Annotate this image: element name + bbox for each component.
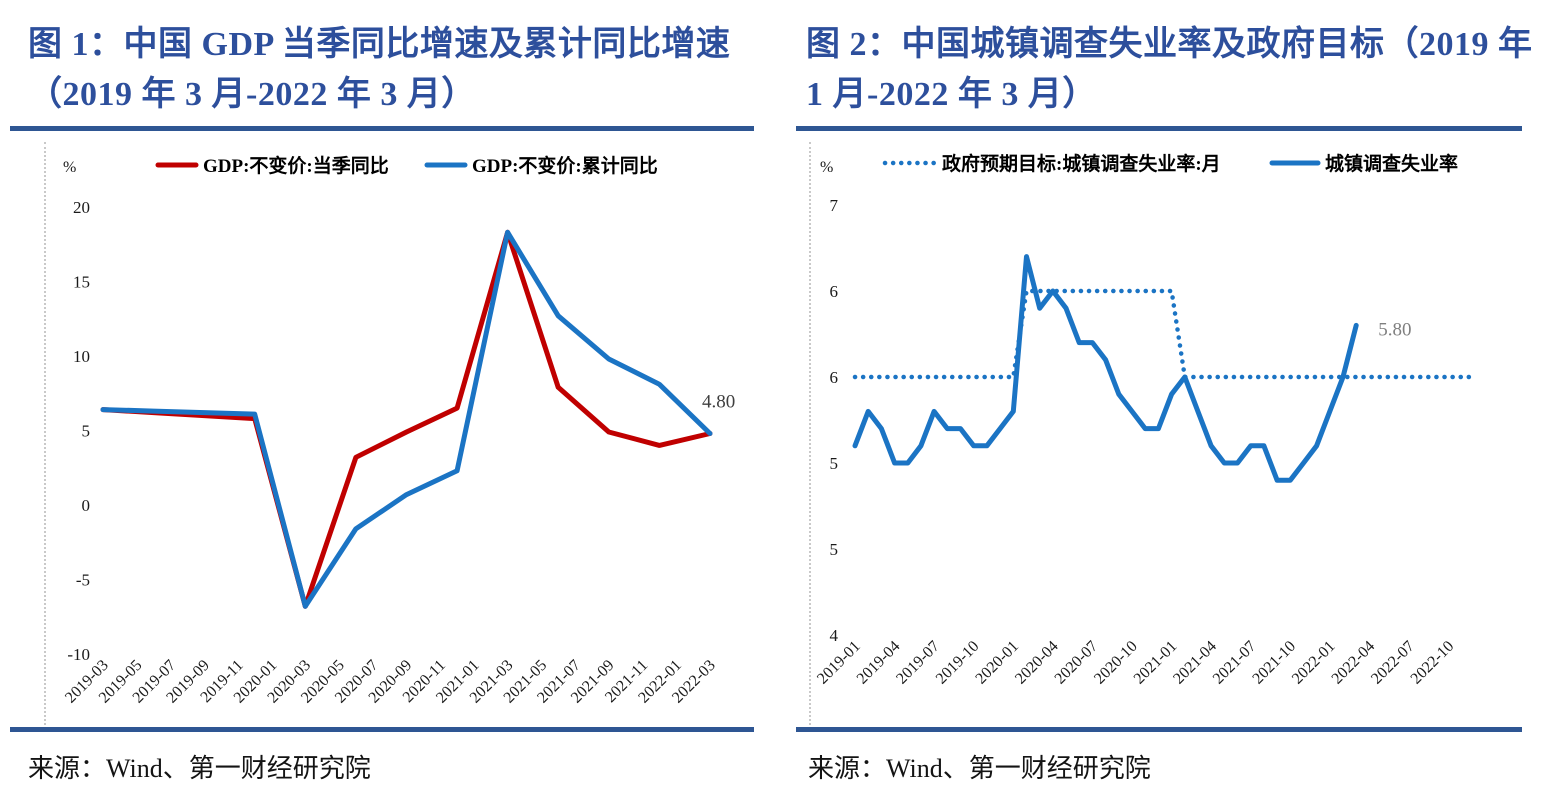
x-tick-label: 2019-07 <box>893 638 943 688</box>
y-tick-label: 0 <box>82 496 91 515</box>
series-line-solid <box>100 229 713 609</box>
title-rule-left <box>10 126 754 131</box>
legend-label: GDP:不变价:累计同比 <box>472 154 658 177</box>
series-line-solid <box>100 229 713 609</box>
chart1-left-dotted-border <box>44 142 46 725</box>
x-tick-label: 2019-04 <box>854 638 904 688</box>
x-tick-label: 2022-04 <box>1328 638 1378 688</box>
series-line-dotted <box>852 288 1478 380</box>
source-rule-right <box>796 727 1522 732</box>
y-tick-label: 4 <box>830 626 839 645</box>
figure1-title-line2: （2019 年 3 月-2022 年 3 月） <box>28 76 476 113</box>
source-rule-left <box>10 727 754 732</box>
legend-label: 政府预期目标:城镇调查失业率:月 <box>942 152 1221 175</box>
y-axis-unit-label: % <box>63 159 76 176</box>
legend-label: 城镇调查失业率 <box>1325 152 1458 175</box>
x-tick-label: 2020-01 <box>972 638 1022 688</box>
y-tick-label: 7 <box>830 196 839 215</box>
x-tick-label: 2019-01 <box>814 638 864 688</box>
figure1-source: 来源：Wind、第一财经研究院 <box>28 754 371 783</box>
y-tick-label: 5 <box>830 454 839 473</box>
y-tick-label: 5 <box>82 422 91 441</box>
x-tick-label: 2021-04 <box>1170 638 1220 688</box>
figure1-title-line1: 图 1：中国 GDP 当季同比增速及累计同比增速 <box>28 26 731 63</box>
x-tick-label: 2020-07 <box>1051 638 1101 688</box>
figure2-source: 来源：Wind、第一财经研究院 <box>808 754 1151 783</box>
x-tick-label: 2021-10 <box>1249 638 1299 688</box>
endpoint-value-annotation: 5.80 <box>1378 319 1411 340</box>
x-tick-label: 2022-07 <box>1368 638 1418 688</box>
endpoint-value-annotation: 4.80 <box>702 392 735 413</box>
figure2-title: 图 2：中国城镇调查失业率及政府目标（2019 年 1 月-2022 年 3 月… <box>806 20 1533 120</box>
unemployment-rate-line-chart: %7665542019-012019-042019-072019-102020-… <box>814 152 1478 688</box>
title-rule-right <box>796 126 1522 131</box>
x-tick-label: 2020-04 <box>1012 638 1062 688</box>
y-tick-label: 6 <box>830 282 839 301</box>
chart2-left-dotted-border <box>809 142 811 725</box>
y-tick-label: 5 <box>830 540 839 559</box>
gdp-growth-line-chart: %20151050-5-102019-032019-052019-072019-… <box>62 154 735 707</box>
x-tick-label: 2021-07 <box>1210 638 1260 688</box>
figure2-title-line1: 图 2：中国城镇调查失业率及政府目标（2019 年 <box>806 26 1533 63</box>
x-tick-label: 2022-10 <box>1408 638 1458 688</box>
figure1-title: 图 1：中国 GDP 当季同比增速及累计同比增速 （2019 年 3 月-202… <box>28 20 730 120</box>
x-tick-label: 2021-01 <box>1131 638 1181 688</box>
y-tick-label: 6 <box>830 368 839 387</box>
x-tick-label: 2019-10 <box>933 638 983 688</box>
y-tick-label: 20 <box>73 198 90 217</box>
series-line-solid <box>852 254 1359 483</box>
figure2-title-line2: 1 月-2022 年 3 月） <box>806 76 1097 113</box>
x-tick-label: 2020-10 <box>1091 638 1141 688</box>
y-tick-label: 15 <box>73 273 90 292</box>
x-tick-label: 2022-01 <box>1289 638 1339 688</box>
y-tick-label: 10 <box>73 347 90 366</box>
legend-label: GDP:不变价:当季同比 <box>203 154 389 177</box>
y-tick-label: -10 <box>67 645 90 664</box>
y-tick-label: -5 <box>76 571 90 590</box>
y-axis-unit-label: % <box>820 159 833 176</box>
